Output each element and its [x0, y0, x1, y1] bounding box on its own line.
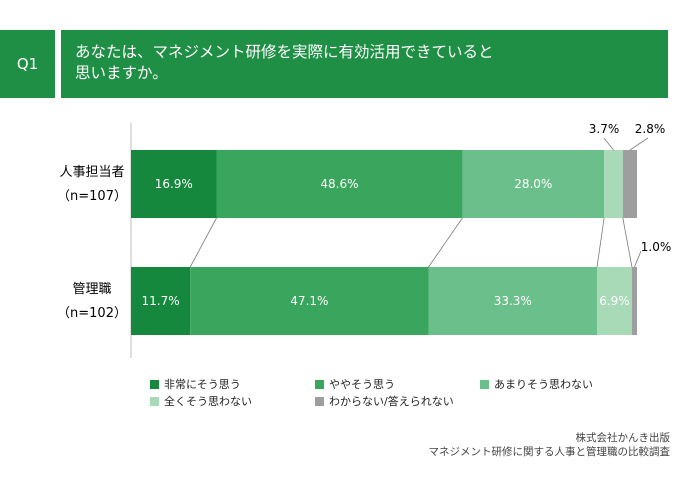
- leader-line: [629, 137, 649, 151]
- legend-swatch: [480, 379, 489, 389]
- bar-segment: [131, 150, 217, 218]
- legend-swatch: [150, 379, 159, 389]
- legend-label: 非常にそう思う: [164, 378, 241, 391]
- data-label: 1.0%: [641, 240, 672, 254]
- bar-segment: [597, 267, 632, 335]
- bar-segment: [622, 150, 637, 218]
- series-connector-line: [428, 217, 463, 268]
- data-label: 6.9%: [599, 294, 630, 308]
- data-label: 28.0%: [514, 177, 552, 191]
- series-connector-line: [189, 217, 217, 268]
- legend-item: あまりそう思わない: [480, 376, 593, 392]
- bar-segment: [631, 267, 637, 335]
- data-label: 3.7%: [589, 122, 620, 136]
- category-label: 人事担当者: [59, 165, 124, 180]
- legend-item: わからない/答えられない: [315, 393, 454, 409]
- category-sample-size: （n=102）: [57, 306, 127, 321]
- legend-swatch: [150, 396, 159, 406]
- legend-item: 全くそう思わない: [150, 393, 252, 409]
- legend-swatch: [315, 379, 324, 389]
- series-connector-line: [596, 217, 605, 268]
- data-label: 2.8%: [635, 122, 666, 136]
- category-label: 管理職: [72, 282, 111, 297]
- series-connector-line: [622, 217, 633, 268]
- data-label: 11.7%: [142, 294, 180, 308]
- legend-label: わからない/答えられない: [329, 395, 454, 408]
- category-sample-size: （n=107）: [57, 189, 127, 204]
- legend-label: ややそう思う: [329, 378, 395, 391]
- question-title: あなたは、マネジメント研修を実際に有効活用できていると 思いますか。: [61, 30, 668, 98]
- source-footer: 株式会社かんき出版 マネジメント研修に関する人事と管理職の比較調査: [429, 431, 671, 459]
- source-survey: マネジメント研修に関する人事と管理職の比較調査: [428, 446, 671, 458]
- question-number: Q1: [0, 30, 55, 98]
- question-title-line-1: あなたは、マネジメント研修を実際に有効活用できていると: [75, 43, 494, 61]
- legend-swatch: [315, 396, 324, 406]
- data-label: 48.6%: [320, 177, 358, 191]
- bar-segment: [216, 150, 463, 218]
- legend-label: 全くそう思わない: [164, 395, 252, 408]
- leader-line: [603, 137, 614, 151]
- question-title-line-2: 思いますか。: [75, 64, 168, 82]
- question-header: Q1 あなたは、マネジメント研修を実際に有効活用できていると 思いますか。: [0, 30, 668, 98]
- bar-segment: [190, 267, 429, 335]
- legend-item: 非常にそう思う: [150, 376, 241, 392]
- bar-segment: [462, 150, 605, 218]
- data-label: 33.3%: [494, 294, 532, 308]
- bar-segment: [131, 267, 191, 335]
- source-company: 株式会社かんき出版: [575, 432, 671, 444]
- legend-label: あまりそう思わない: [494, 378, 593, 391]
- data-label: 16.9%: [155, 177, 193, 191]
- bar-segment: [604, 150, 623, 218]
- legend-item: ややそう思う: [315, 376, 395, 392]
- data-label: 47.1%: [290, 294, 328, 308]
- bar-segment: [428, 267, 598, 335]
- leader-line: [634, 250, 642, 268]
